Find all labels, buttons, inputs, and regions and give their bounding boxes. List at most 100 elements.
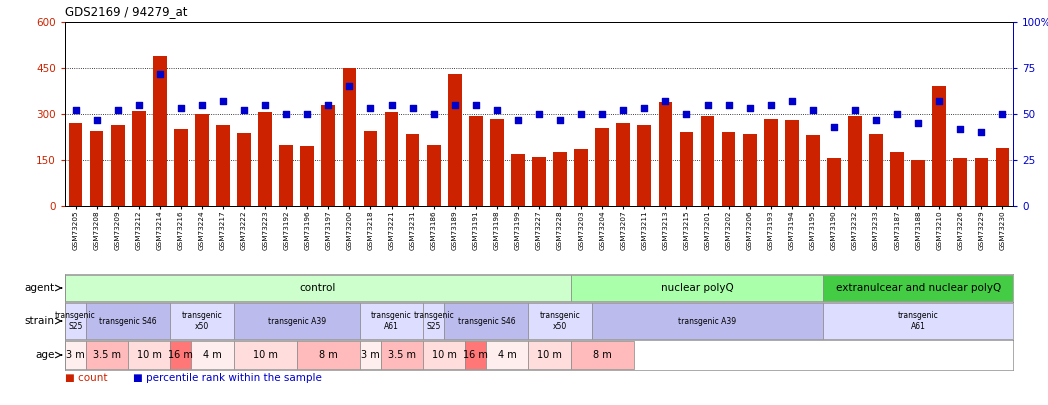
Text: nuclear polyQ: nuclear polyQ [660,283,734,293]
Bar [444,303,528,339]
Point [109,107,126,113]
Bar [301,146,314,206]
Text: 10 m: 10 m [537,350,562,360]
Text: 10 m: 10 m [432,350,457,360]
Bar [280,145,293,206]
Bar [570,341,634,369]
Point [88,116,105,123]
Text: 4 m: 4 m [498,350,517,360]
Point [594,111,611,117]
Bar [86,303,171,339]
Point [762,102,779,108]
Bar [65,275,570,301]
Point [636,105,653,112]
Point [130,102,147,108]
Bar [528,341,570,369]
Point [530,111,547,117]
Text: 8 m: 8 m [319,350,337,360]
Text: 10 m: 10 m [253,350,278,360]
Point [488,107,505,113]
Bar [912,160,925,206]
Bar [824,275,1013,301]
Point [446,102,463,108]
Bar [465,341,486,369]
Bar [359,341,381,369]
Bar [447,74,461,206]
Text: ■ count: ■ count [65,373,108,383]
Point [341,83,357,90]
Text: 3 m: 3 m [66,350,85,360]
Point [784,98,801,104]
Text: 16 m: 16 m [463,350,488,360]
Bar [570,275,824,301]
Bar [764,119,778,206]
Text: transgenic
S25: transgenic S25 [56,311,96,331]
Point [257,102,274,108]
Point [995,111,1011,117]
Bar [827,158,840,206]
Point [720,102,737,108]
Point [67,107,84,113]
Point [615,107,632,113]
Point [910,120,926,126]
Bar [637,125,651,206]
Bar [381,341,423,369]
Point [573,111,590,117]
Bar [975,158,988,206]
Bar [679,132,694,206]
Point [173,105,190,112]
Point [551,116,568,123]
Bar [343,68,356,206]
Text: transgenic S46: transgenic S46 [458,316,516,326]
Point [868,116,885,123]
Point [952,126,968,132]
Bar [364,131,377,206]
Bar [237,133,250,206]
Text: 16 m: 16 m [169,350,193,360]
Text: transgenic
x50: transgenic x50 [181,311,222,331]
Bar [192,341,234,369]
Point [699,102,716,108]
Point [657,98,674,104]
Text: 3 m: 3 m [362,350,379,360]
Bar [595,128,609,206]
Text: transgenic A39: transgenic A39 [678,316,737,326]
Bar [486,341,528,369]
Bar [553,152,567,206]
Text: age: age [35,350,54,360]
Bar [153,56,167,206]
Text: transgenic
A61: transgenic A61 [371,311,412,331]
Text: agent: agent [24,283,54,293]
Point [151,70,168,77]
Bar [297,341,359,369]
Point [847,107,864,113]
Point [278,111,294,117]
Bar [701,115,715,206]
Text: transgenic A39: transgenic A39 [267,316,326,326]
Bar [616,123,630,206]
Bar [574,149,588,206]
Bar [216,125,230,206]
Text: ■ percentile rank within the sample: ■ percentile rank within the sample [133,373,322,383]
Text: GDS2169 / 94279_at: GDS2169 / 94279_at [65,5,188,18]
Bar [933,86,946,206]
Bar [511,154,525,206]
Bar [90,131,104,206]
Text: transgenic
A61: transgenic A61 [898,311,939,331]
Text: transgenic S46: transgenic S46 [100,316,157,326]
Point [467,102,484,108]
Bar [234,341,297,369]
Bar [891,152,904,206]
Point [741,105,758,112]
Bar [86,341,128,369]
Bar [848,115,861,206]
Point [805,107,822,113]
Point [320,102,336,108]
Point [678,111,695,117]
Bar [722,132,736,206]
Bar [111,125,125,206]
Bar [195,114,209,206]
Point [931,98,947,104]
Bar [427,145,440,206]
Bar [423,303,444,339]
